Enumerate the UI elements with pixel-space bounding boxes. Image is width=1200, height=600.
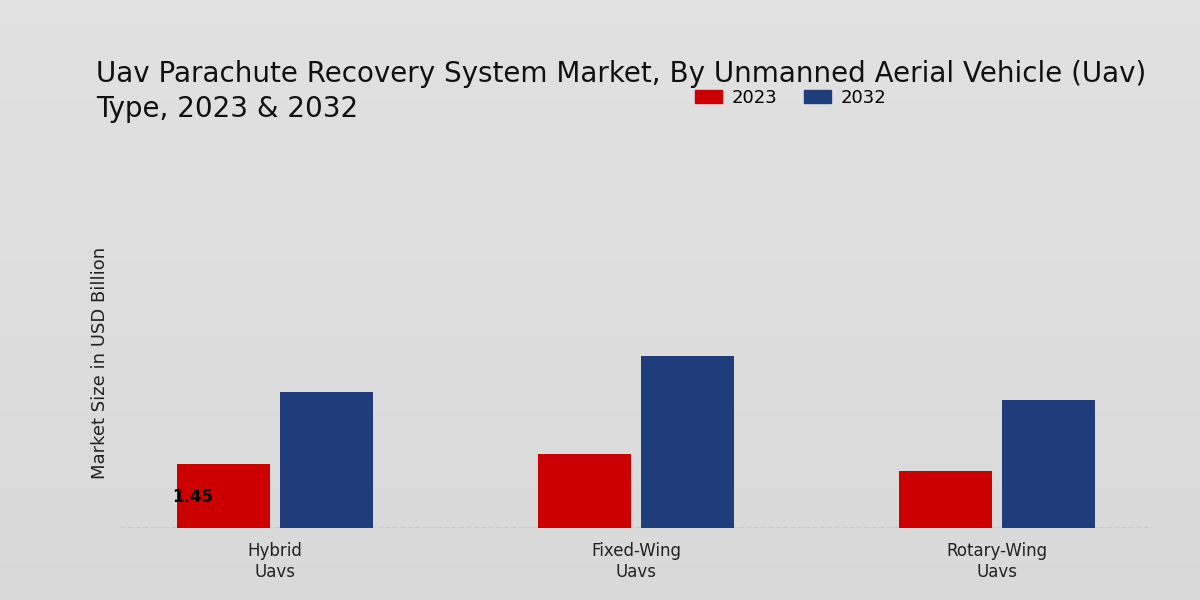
Bar: [538, 454, 631, 528]
Bar: [1002, 400, 1096, 528]
Bar: [280, 392, 373, 528]
Bar: [176, 464, 270, 528]
Y-axis label: Market Size in USD Billion: Market Size in USD Billion: [91, 247, 109, 479]
Text: Uav Parachute Recovery System Market, By Unmanned Aerial Vehicle (Uav)
Type, 202: Uav Parachute Recovery System Market, By…: [96, 60, 1146, 122]
Bar: [641, 356, 734, 528]
Text: 1.45: 1.45: [172, 488, 214, 506]
Bar: [899, 471, 992, 528]
Legend: 2023, 2032: 2023, 2032: [688, 82, 894, 114]
